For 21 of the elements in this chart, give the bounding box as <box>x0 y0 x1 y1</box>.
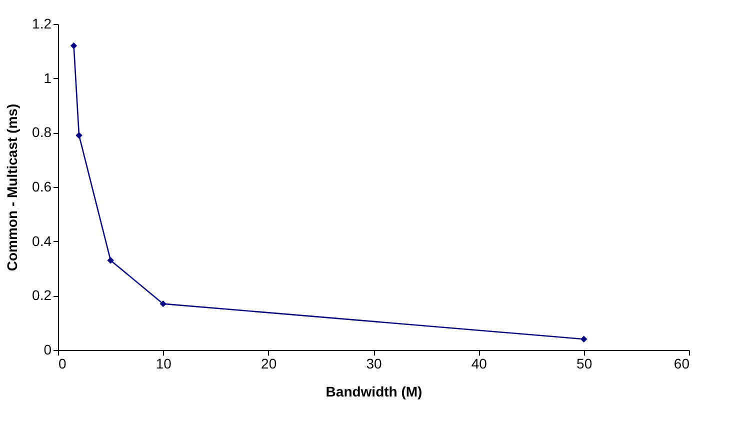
y-tick-label: 1.2 <box>32 16 52 32</box>
point <box>107 256 114 264</box>
x-axis-title: Bandwidth (M) <box>326 384 422 400</box>
x-tick-label: 50 <box>576 356 592 372</box>
y-tick-label: 0.6 <box>32 178 52 194</box>
y-tick-label: 0.8 <box>32 124 52 140</box>
y-tick-label: 0 <box>44 342 52 358</box>
x-tick-label: 0 <box>58 356 66 372</box>
x-tick-label: 40 <box>471 356 488 372</box>
point <box>70 42 78 50</box>
y-tick-label: 0.2 <box>32 287 52 304</box>
point <box>160 300 167 308</box>
y-axis-title: Common - Multicast (ms) <box>4 104 20 272</box>
x-tick-label: 30 <box>366 356 382 372</box>
point <box>580 336 588 342</box>
point <box>76 132 82 139</box>
x-tick-label: 10 <box>156 356 172 372</box>
x-tick-label: 60 <box>674 356 690 372</box>
y-tick-label: 1 <box>44 70 52 86</box>
y-tick-label: 0.4 <box>32 232 52 249</box>
x-tick-label: 20 <box>261 356 277 372</box>
